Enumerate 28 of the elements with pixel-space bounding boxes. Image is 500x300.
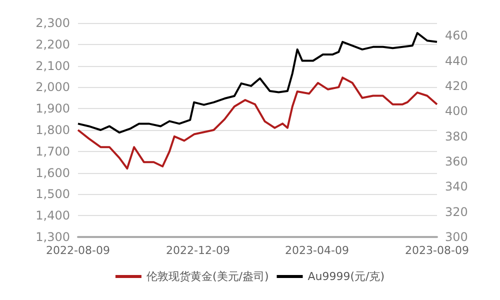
- x-tick-label: 2023-08-09: [405, 244, 469, 257]
- y-tick-label: 1,700: [36, 144, 70, 158]
- y-tick-label: 2,300: [36, 16, 70, 30]
- x-tick-label: 2023-04-09: [285, 244, 349, 257]
- y-tick-label: 2,100: [36, 58, 70, 73]
- legend-label: Au9999(元/克): [308, 270, 385, 283]
- y2-tick-label: 460: [445, 28, 468, 43]
- y2-tick-label: 400: [445, 104, 468, 118]
- y-tick-label: 1,500: [36, 187, 70, 202]
- y-tick-label: 2,000: [36, 80, 70, 94]
- line-series: [77, 76, 438, 170]
- y2-tick-label: 320: [445, 204, 468, 219]
- legend-label: 伦敦现货黄金(美元/盎司): [146, 270, 269, 283]
- y2-tick-label: 300: [445, 230, 468, 244]
- y-tick-label: 1,400: [36, 208, 70, 223]
- y2-tick-label: 360: [445, 154, 468, 168]
- y-tick-label: 2,200: [36, 37, 70, 52]
- x-tick-label: 2022-08-09: [46, 244, 110, 257]
- line-series: [77, 32, 438, 134]
- y2-tick-label: 380: [445, 129, 468, 144]
- y-tick-label: 1,900: [36, 102, 70, 116]
- y2-tick-label: 420: [445, 78, 468, 93]
- y2-tick-label: 340: [445, 180, 468, 194]
- x-tick-label: 2022-12-09: [166, 244, 230, 257]
- y-tick-label: 1,600: [36, 166, 70, 180]
- y-tick-label: 1,800: [36, 123, 70, 137]
- y-tick-label: 1,300: [36, 230, 70, 244]
- y2-tick-label: 440: [445, 54, 468, 68]
